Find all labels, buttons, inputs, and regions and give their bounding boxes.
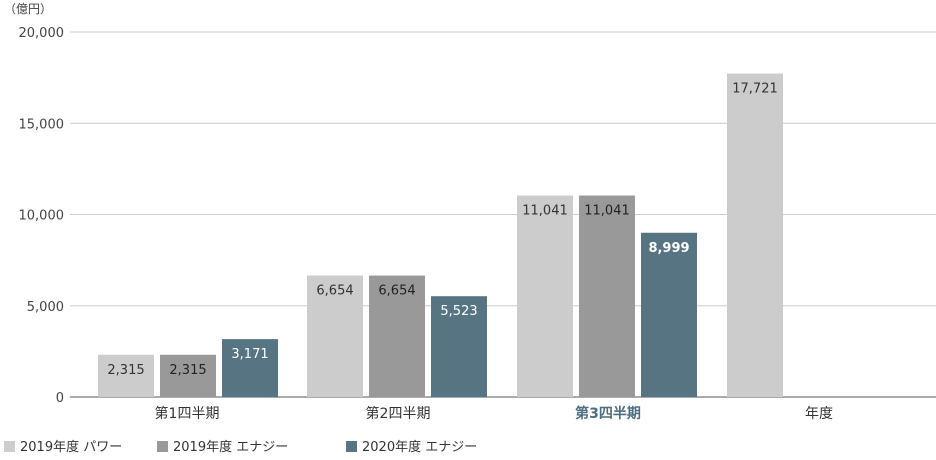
legend-swatch — [157, 441, 168, 452]
legend-swatch — [4, 441, 15, 452]
bar — [641, 232, 697, 397]
legend-label: 2020年度 エナジー — [362, 439, 477, 455]
data-label: 5,523 — [440, 304, 477, 319]
bar — [579, 195, 635, 397]
legend-label: 2019年度 エナジー — [173, 439, 288, 455]
data-label: 11,041 — [584, 204, 630, 219]
x-tick-label: 第3四半期 — [575, 405, 641, 422]
y-tick-label: 10,000 — [19, 209, 65, 224]
y-tick-label: 5,000 — [27, 300, 64, 315]
legend-item: 2020年度 エナジー — [346, 439, 477, 455]
legend-item: 2019年度 エナジー — [157, 439, 288, 455]
data-label: 11,041 — [522, 204, 568, 219]
unit-label: （億円） — [4, 2, 52, 16]
data-label: 6,654 — [378, 284, 415, 299]
bar — [369, 275, 425, 397]
data-label: 6,654 — [316, 284, 353, 299]
bars: 2,315 6,654 11,041 17,721 2,315 6,654 11,041 3,… — [98, 73, 783, 398]
legend-swatch — [346, 441, 357, 452]
grid — [70, 31, 936, 398]
data-label: 17,721 — [732, 82, 778, 97]
x-tick-label: 第2四半期 — [366, 405, 431, 422]
y-tick-label: 20,000 — [19, 26, 65, 41]
legend-label: 2019年度 パワー — [20, 439, 122, 455]
data-label: 3,171 — [231, 347, 268, 362]
bar — [727, 73, 783, 398]
legend-item: 2019年度 パワー — [4, 439, 122, 455]
legend: 2019年度 パワー 2019年度 エナジー 2020年度 エナジー — [4, 439, 477, 455]
x-axis: 第1四半期 第2四半期 第3四半期 年度 — [155, 405, 833, 422]
y-tick-label: 0 — [56, 391, 64, 406]
data-label: 2,315 — [169, 363, 206, 378]
bar — [98, 354, 154, 397]
y-axis: 0 5,000 10,000 15,000 20,000 — [19, 26, 65, 406]
bar — [307, 275, 363, 397]
bar — [517, 195, 573, 397]
data-label: 2,315 — [107, 363, 144, 378]
x-tick-label: 年度 — [805, 406, 833, 422]
bar — [431, 296, 487, 397]
x-tick-label: 第1四半期 — [155, 405, 220, 422]
y-tick-label: 15,000 — [19, 117, 65, 132]
data-label: 8,999 — [648, 241, 689, 256]
bar — [222, 339, 278, 397]
bar — [160, 354, 216, 397]
